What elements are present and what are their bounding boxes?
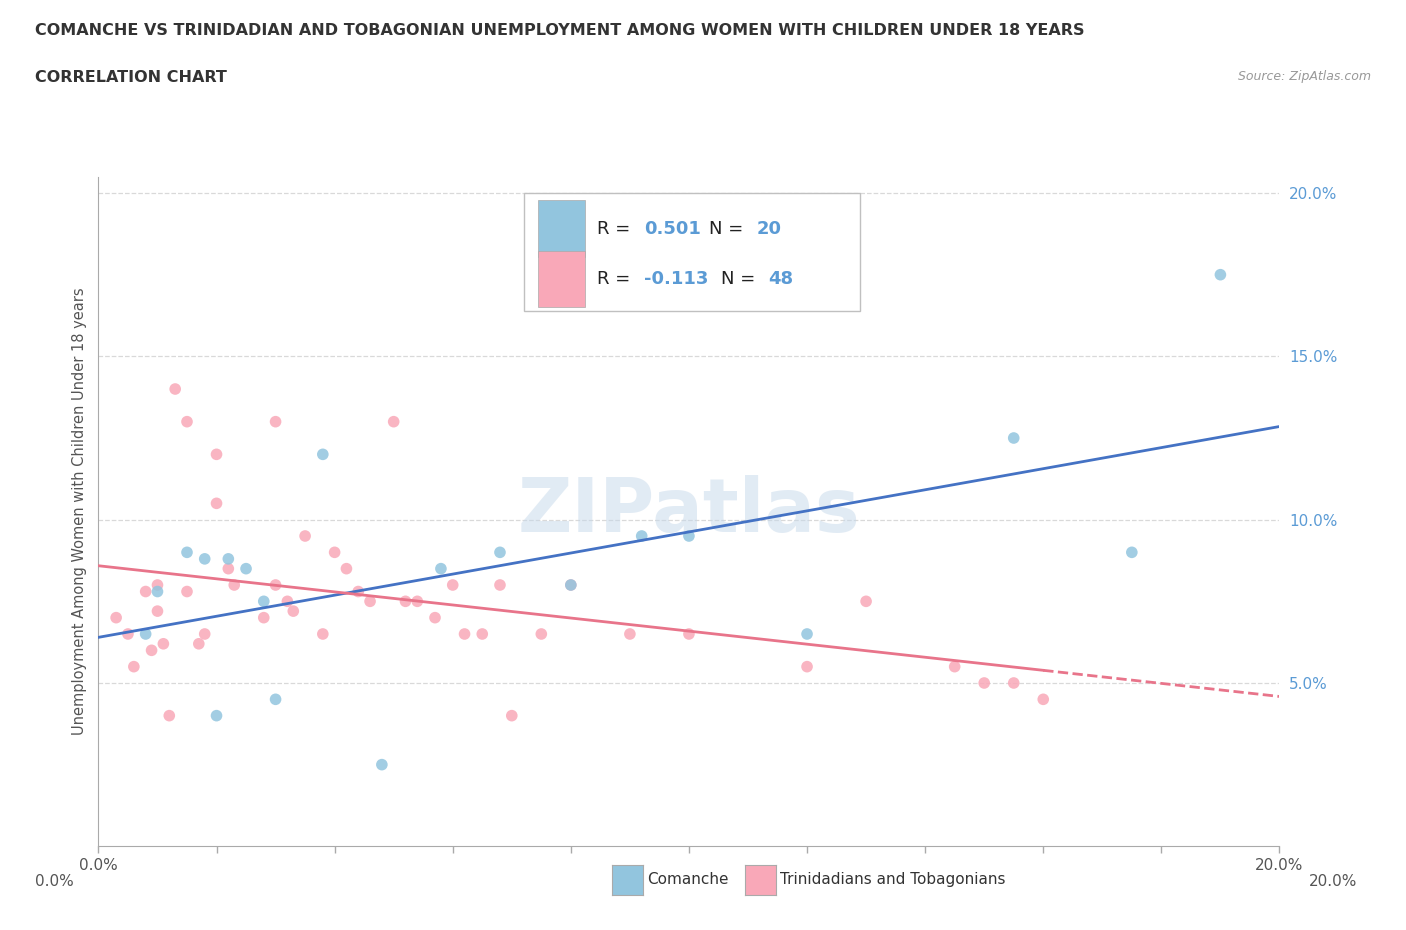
Point [394,594,416,609]
Point [489,545,512,560]
Point [796,659,818,674]
Point [135,627,157,642]
Text: ZIPatlas: ZIPatlas [517,475,860,548]
Point [276,594,298,609]
Point [1002,431,1025,445]
Text: -0.113: -0.113 [644,270,709,288]
Point [1209,267,1232,282]
Point [264,692,287,707]
Point [146,584,169,599]
Point [1032,692,1054,707]
Point [187,636,209,651]
Point [441,578,464,592]
Point [141,643,163,658]
Text: Source: ZipAtlas.com: Source: ZipAtlas.com [1237,70,1371,83]
Point [122,659,145,674]
FancyBboxPatch shape [523,193,860,311]
Point [152,636,174,651]
Point [347,584,370,599]
Text: Comanche: Comanche [647,872,728,887]
Point [560,578,582,592]
Point [135,584,157,599]
Text: R =: R = [596,219,636,237]
Point [283,604,305,618]
Point [294,528,316,543]
Point [176,584,198,599]
Text: N =: N = [709,219,749,237]
Point [430,561,453,576]
Point [323,545,346,560]
Text: COMANCHE VS TRINIDADIAN AND TOBAGONIAN UNEMPLOYMENT AMONG WOMEN WITH CHILDREN UN: COMANCHE VS TRINIDADIAN AND TOBAGONIAN U… [35,23,1084,38]
Text: 20.0%: 20.0% [1309,874,1357,889]
Text: N =: N = [721,270,761,288]
Text: Trinidadians and Tobagonians: Trinidadians and Tobagonians [780,872,1005,887]
Point [530,627,553,642]
Point [406,594,429,609]
Point [423,610,446,625]
Point [312,447,335,462]
Point [157,709,180,724]
Point [146,578,169,592]
Point [678,528,700,543]
FancyBboxPatch shape [537,200,585,257]
Point [205,709,228,724]
Point [453,627,475,642]
Point [1121,545,1143,560]
Point [943,659,966,674]
Point [630,528,652,543]
Point [335,561,357,576]
Point [371,757,394,772]
FancyBboxPatch shape [537,250,585,308]
Point [165,381,187,396]
Point [855,594,877,609]
Point [973,675,995,690]
Point [217,561,239,576]
Point [176,414,198,429]
Point [253,594,276,609]
Point [253,610,276,625]
Point [1002,675,1025,690]
Point [217,551,239,566]
Text: CORRELATION CHART: CORRELATION CHART [35,70,226,85]
Point [489,578,512,592]
Point [264,414,287,429]
Point [224,578,246,592]
Point [382,414,405,429]
Text: 48: 48 [768,270,793,288]
Point [146,604,169,618]
Text: 20: 20 [756,219,782,237]
Point [194,551,217,566]
Point [176,545,198,560]
Point [796,627,818,642]
Point [117,627,139,642]
Point [205,496,228,511]
Point [194,627,217,642]
Point [471,627,494,642]
Point [312,627,335,642]
Point [205,447,228,462]
Point [678,627,700,642]
Point [560,578,582,592]
Point [264,578,287,592]
Text: 0.0%: 0.0% [35,874,75,889]
Y-axis label: Unemployment Among Women with Children Under 18 years: Unemployment Among Women with Children U… [72,287,87,736]
Point [619,627,641,642]
Text: R =: R = [596,270,636,288]
Point [501,709,523,724]
Point [359,594,381,609]
Point [235,561,257,576]
Point [105,610,128,625]
Text: 0.501: 0.501 [644,219,702,237]
